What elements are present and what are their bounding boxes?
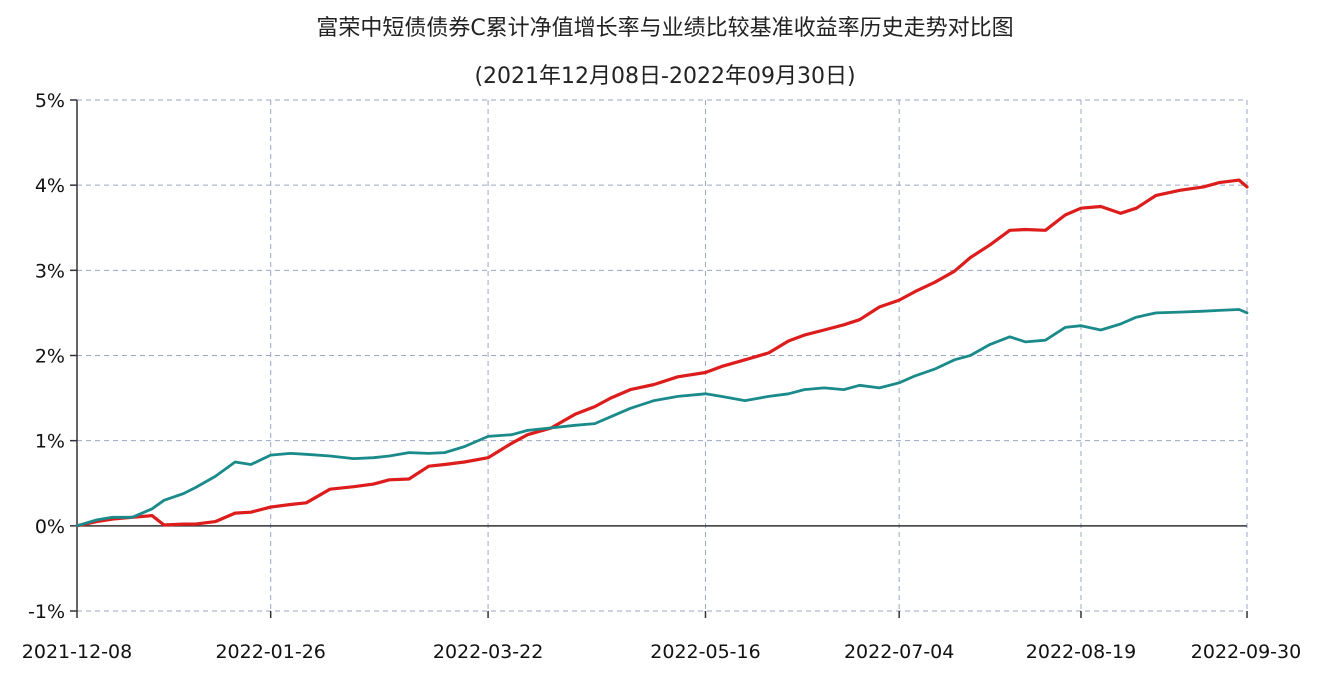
series-line-teal [75,308,1249,528]
y-tick-label: 0% [35,516,65,538]
x-tick-label: 2021-12-08 [22,641,132,663]
y-tick-label: 2% [35,346,65,368]
x-tick-label: 2022-05-16 [650,641,760,663]
x-tick-label: 2022-01-26 [215,641,325,663]
x-tick-label: 2022-07-04 [844,641,954,663]
y-tick-label: 4% [35,175,65,197]
y-tick-label: 5% [35,90,65,112]
x-tick-label: 2022-08-19 [1026,641,1136,663]
y-tick-label: 3% [35,260,65,282]
chart-title: 富荣中短债债券C累计净值增长率与业绩比较基准收益率历史走势对比图 [316,16,1014,41]
x-tick-label: 2022-09-30 [1191,641,1301,663]
chart-subtitle: (2021年12月08日-2022年09月30日) [474,64,856,89]
y-tick-label: 1% [35,431,65,453]
series-line-red [75,178,1249,528]
y-tick-label: -1% [28,601,65,623]
x-tick-label: 2022-03-22 [433,641,543,663]
